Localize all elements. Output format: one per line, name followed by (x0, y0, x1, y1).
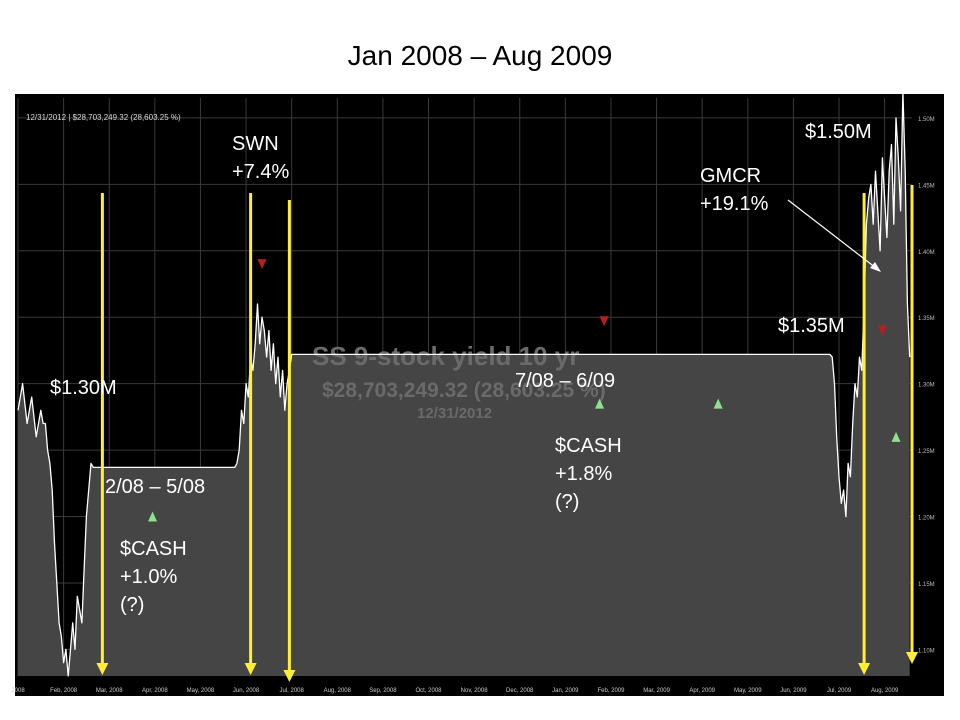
cash-note-2: $CASH +1.8% (?) (555, 435, 622, 513)
watermark-title: SS 9-stock yield 10 yr (312, 341, 579, 371)
swn-note: SWN +7.4% (232, 133, 290, 183)
x-tick-label: Dec, 2008 (506, 688, 534, 694)
period-marker-arrowhead (858, 663, 871, 675)
x-tick-label: Sep, 2008 (369, 688, 397, 694)
y-tick-label: 1.20M (918, 516, 935, 522)
x-tick-label: 2008 (11, 688, 25, 694)
x-tick-label: Mar, 2009 (643, 688, 670, 694)
watermark-date: 12/31/2012 (417, 405, 492, 422)
series-line (17, 90, 911, 677)
x-tick-label: Jun, 2009 (780, 688, 807, 694)
x-tick-label: Apr, 2009 (689, 688, 715, 694)
x-tick-label: Oct, 2008 (416, 688, 443, 694)
label-1-50m: $1.50M (805, 121, 872, 143)
label-1-30m: $1.30M (50, 377, 117, 399)
chart-header-text: 12/31/2012 | $28,703,249.32 (28,603.25 %… (26, 113, 181, 122)
watermark-value: $28,703,249.32 (28,603.25 %) (322, 379, 606, 402)
period-jul08-jun09: 7/08 – 6/09 (515, 370, 616, 392)
x-tick-label: Aug, 2009 (871, 688, 899, 694)
slide-title: Jan 2008 – Aug 2009 (347, 40, 613, 71)
y-tick-label: 1.40M (918, 250, 935, 256)
x-tick-label: May, 2009 (734, 688, 762, 694)
label-1-35m: $1.35M (778, 315, 845, 337)
y-tick-label: 1.30M (918, 383, 935, 389)
sell-marker (599, 316, 609, 327)
y-tick-label: 1.15M (918, 582, 935, 588)
period-marker-arrowhead (906, 652, 918, 664)
buy-marker (891, 431, 901, 442)
x-tick-label: Jul, 2008 (279, 688, 304, 694)
sell-marker (877, 325, 887, 336)
buy-marker (713, 398, 723, 409)
x-tick-label: Jul, 2009 (827, 688, 852, 694)
x-tick-label: Feb, 2009 (597, 688, 625, 694)
x-tick-label: Nov, 2008 (461, 688, 489, 694)
sell-marker (257, 259, 267, 270)
x-tick-label: Mar, 2008 (96, 688, 123, 694)
y-tick-label: 1.10M (918, 648, 935, 654)
x-tick-label: May, 2008 (187, 688, 215, 694)
y-tick-label: 1.25M (918, 449, 935, 455)
x-tick-label: Jan, 2009 (552, 688, 579, 694)
series-area (18, 91, 910, 676)
x-tick-label: Jun, 2008 (233, 688, 260, 694)
y-tick-label: 1.50M (918, 117, 935, 123)
gmcr-pointer-arrowhead (870, 262, 881, 272)
x-tick-label: Apr, 2008 (142, 688, 168, 694)
period-feb-may-2008: 2/08 – 5/08 (105, 476, 206, 498)
period-marker-arrowhead (244, 663, 257, 675)
x-tick-label: Aug, 2008 (324, 688, 352, 694)
gmcr-pointer-line (787, 199, 877, 269)
period-marker-arrowhead (283, 670, 296, 682)
y-tick-label: 1.45M (918, 183, 935, 189)
y-tick-label: 1.35M (918, 316, 935, 322)
gmcr-note: GMCR +19.1% (700, 165, 769, 215)
cash-note-1: $CASH +1.0% (?) (120, 538, 187, 616)
x-tick-label: Feb, 2008 (50, 688, 78, 694)
period-marker-arrowhead (96, 663, 109, 675)
buy-marker (148, 511, 158, 522)
buy-marker (595, 398, 605, 409)
